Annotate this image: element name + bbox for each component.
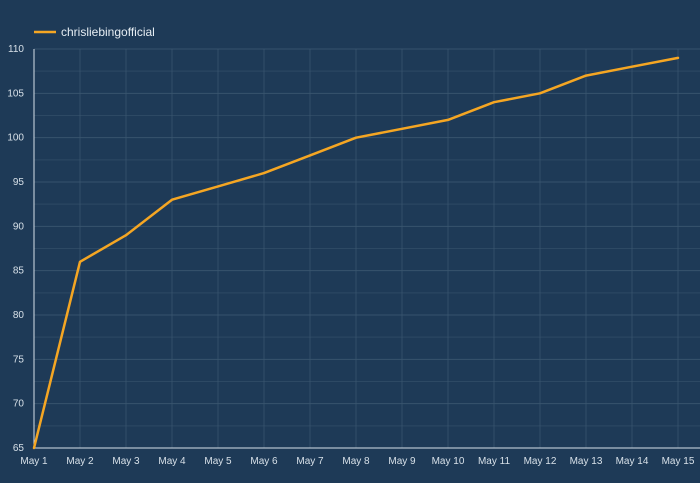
- x-tick-label: May 14: [616, 456, 649, 467]
- y-tick-label: 85: [13, 266, 25, 277]
- x-tick-label: May 9: [388, 456, 416, 467]
- legend-label: chrisliebingofficial: [61, 25, 155, 39]
- x-tick-label: May 11: [478, 456, 510, 467]
- series-line: [32, 56, 680, 450]
- y-tick-label: 75: [13, 354, 25, 365]
- axes: [33, 49, 700, 449]
- grid: [34, 48, 700, 448]
- x-tick-label: May 1: [20, 456, 48, 467]
- x-tick-label: May 12: [524, 456, 557, 467]
- y-tick-label: 100: [7, 133, 24, 144]
- series: [32, 56, 680, 450]
- x-tick-label: May 5: [204, 456, 232, 467]
- x-tick-label: May 7: [296, 456, 324, 467]
- x-tick-label: May 4: [158, 456, 186, 467]
- x-tick-label: May 8: [342, 456, 370, 467]
- tick-labels: 65 70 75 80 85 90 95 100 105 110 May 1 May 2 May 3 Ma…: [7, 44, 695, 467]
- y-tick-label: 95: [13, 177, 25, 188]
- y-tick-label: 70: [13, 399, 25, 410]
- x-tick-label: May 13: [570, 456, 603, 467]
- x-tick-label: May 6: [250, 456, 278, 467]
- y-tick-label: 105: [7, 88, 24, 99]
- x-tick-label: May 2: [66, 456, 94, 467]
- x-tick-label: May 10: [432, 456, 465, 467]
- y-tick-label: 110: [8, 44, 24, 55]
- y-tick-label: 65: [13, 443, 25, 454]
- y-tick-label: 90: [13, 221, 25, 232]
- x-tick-label: May 3: [112, 456, 140, 467]
- x-tick-label: May 15: [662, 456, 695, 467]
- y-tick-label: 80: [13, 310, 25, 321]
- legend: chrisliebingofficial: [34, 25, 155, 39]
